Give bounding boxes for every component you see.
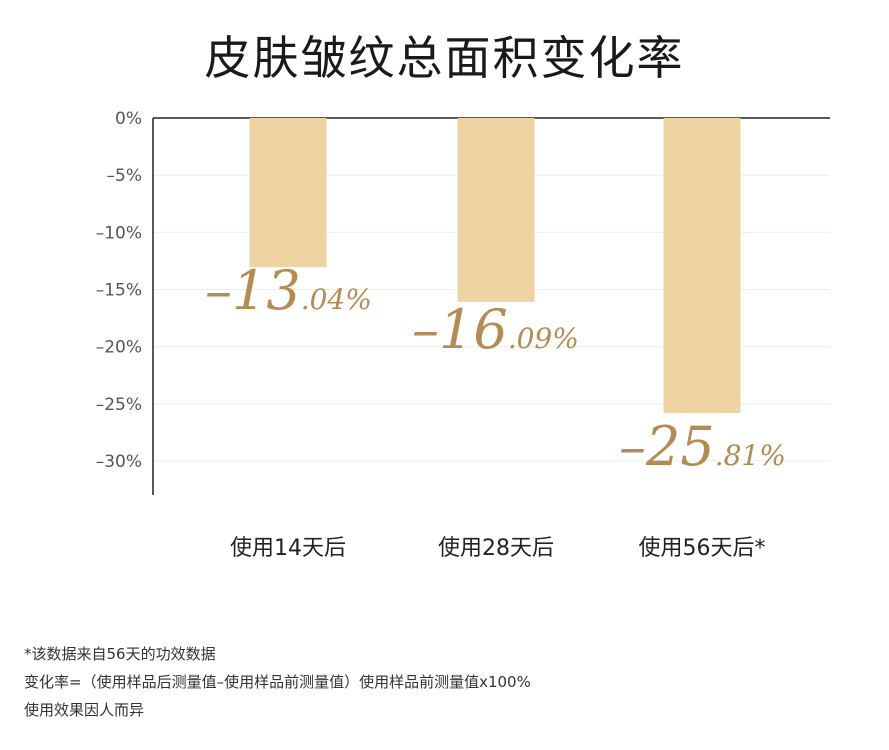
value-label-integer: –16	[412, 298, 508, 361]
y-tick-label: 0%	[115, 109, 142, 129]
footnote-formula: 变化率=（使用样品后测量值–使用样品前测量值）使用样品前测量值x100%	[24, 673, 531, 691]
x-tick-labels: 使用14天后 使用28天后 使用56天后*	[230, 536, 766, 561]
y-tick-label: –5%	[107, 166, 142, 186]
value-labels: –13.04% –16.09% –25.81%	[205, 259, 786, 478]
footnote-source: *该数据来自56天的功效数据	[24, 645, 216, 663]
y-tick-label: –30%	[96, 452, 142, 472]
bar-chart: 0% –5% –10% –15% –20% –25% –30% –13.04% –16.09%…	[96, 109, 830, 561]
value-label: –25.81%	[619, 415, 786, 478]
value-label-integer: –13	[205, 259, 301, 322]
y-tick-label: –15%	[96, 280, 142, 300]
y-tick-label: –20%	[96, 338, 142, 358]
bar	[663, 118, 741, 414]
x-tick-label: 使用14天后	[230, 536, 346, 561]
bars	[249, 118, 741, 414]
x-tick-label: 使用28天后	[438, 536, 554, 561]
value-label-decimal: .09%	[508, 322, 579, 355]
y-tick-label: –25%	[96, 395, 142, 415]
bar	[249, 118, 327, 268]
value-label-decimal: .04%	[301, 283, 372, 316]
chart-title: 皮肤皱纹总面积变化率	[204, 31, 685, 85]
value-label: –16.09%	[412, 298, 579, 361]
footnotes: *该数据来自56天的功效数据 变化率=（使用样品后测量值–使用样品前测量值）使用…	[24, 640, 531, 724]
value-label-decimal: .81%	[715, 439, 786, 472]
y-tick-labels: 0% –5% –10% –15% –20% –25% –30%	[96, 109, 142, 472]
bar	[457, 118, 535, 302]
x-tick-label: 使用56天后*	[639, 536, 766, 561]
y-tick-label: –10%	[96, 223, 142, 243]
value-label: –13.04%	[205, 259, 372, 322]
value-label-integer: –25	[619, 415, 715, 478]
footnote-disclaimer: 使用效果因人而异	[24, 701, 145, 719]
